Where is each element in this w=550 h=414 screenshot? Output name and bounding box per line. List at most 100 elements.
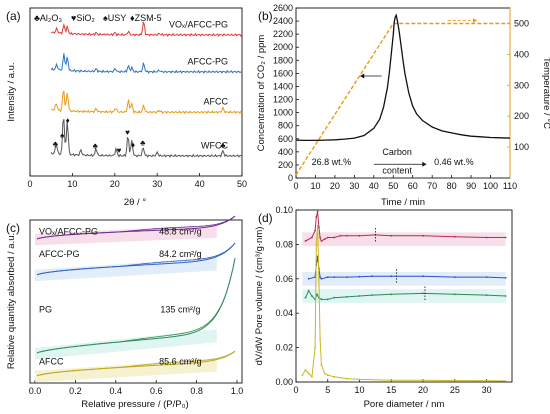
panel-b-y-tick-label: 600 bbox=[278, 134, 293, 144]
panel-d-series-point bbox=[390, 234, 393, 237]
panel-d-series-point bbox=[320, 363, 323, 366]
panel-b-y-tick-label: 800 bbox=[278, 121, 293, 131]
panel-b-y-tick-label: 1600 bbox=[273, 68, 293, 78]
panel-d-series-point bbox=[422, 292, 424, 295]
panel-d-x-tick-label: 30 bbox=[482, 385, 492, 395]
panel-d-y-tick-label: 0.10 bbox=[275, 205, 293, 215]
panel-c-desorption-line bbox=[36, 258, 236, 354]
panel-d-series-point bbox=[323, 372, 326, 375]
panel-b-x-tick-label: 50 bbox=[388, 181, 398, 191]
panel-d: (d) 0 5 10 15 20 25 30 0.00 0.02 0.04 0.06 0.08 0.10… bbox=[254, 205, 513, 410]
panel-d-series-point bbox=[453, 276, 456, 278]
panel-d-series-point bbox=[453, 293, 456, 296]
panel-b-x-tick-label: 60 bbox=[408, 181, 418, 191]
panel-d-series-point bbox=[358, 275, 361, 278]
panel-a-label: (a) bbox=[6, 9, 21, 23]
panel-d-series-point bbox=[304, 296, 307, 299]
panel-a-legend: ♣Al₂O₃ ♥SiO₂ ♠USY ♦ZSM-5 bbox=[34, 13, 162, 23]
panel-a-series-line bbox=[50, 53, 243, 74]
panel-b-co2-line bbox=[295, 13, 511, 142]
panel-b-x-tick-label: 10 bbox=[310, 181, 320, 191]
panel-b-arrowhead-left bbox=[360, 73, 365, 79]
panel-a-x-tick-label: 10 bbox=[67, 179, 77, 189]
panel-a-series-line bbox=[50, 119, 242, 158]
panel-b-annotations: 26.8 wt.% Carbon content 0.46 wt.% bbox=[312, 17, 477, 175]
panel-c-series: VOₓ/AFCC-PG 48.8 cm²/g AFCC-PG 84.2 cm²/g PG… bbox=[35, 215, 236, 383]
panel-a-x-tick-label: 20 bbox=[110, 179, 120, 189]
panel-a-series-line bbox=[50, 90, 243, 115]
panel-b-y-tick-label: 2200 bbox=[273, 29, 293, 39]
panel-c-y-label: Relative quantity absorbed / a.u. bbox=[6, 233, 17, 369]
panel-d-series-point bbox=[311, 375, 313, 378]
panel-d-series-point bbox=[358, 234, 361, 237]
panel-d-series-point bbox=[326, 236, 329, 239]
panel-d-series-point bbox=[316, 210, 319, 213]
panel-c-series-label: PG bbox=[39, 305, 52, 315]
panel-d-series-point bbox=[485, 294, 488, 296]
panel-c-frame bbox=[29, 219, 243, 384]
panel-a-x-label: 2θ / ° bbox=[124, 197, 146, 208]
panel-d-series-point bbox=[333, 375, 335, 378]
panel-b-carbon-arrowhead bbox=[422, 161, 427, 167]
panel-a-series-label: VOₓ/AFCC-PG bbox=[169, 19, 228, 29]
panel-b-y-label: Concentration of CO₂ / ppm bbox=[256, 35, 267, 152]
panel-d-series-band bbox=[302, 289, 506, 303]
panel-d-series-point bbox=[504, 277, 507, 279]
panel-b-carbon-word: Carbon bbox=[382, 147, 412, 157]
panel-d-x-tick-label: 0 bbox=[293, 385, 298, 395]
panel-a-series-label: AFCC-PG bbox=[188, 56, 229, 66]
panel-b-y2-tick-label: 200 bbox=[514, 111, 529, 121]
panel-a-phase-marker: ♣ bbox=[140, 138, 146, 147]
panel-d-series-point bbox=[358, 378, 361, 381]
panel-b-x-tick-label: 70 bbox=[427, 181, 437, 191]
panel-d-series-point bbox=[320, 298, 323, 301]
panel-b-x-tick-label: 90 bbox=[466, 181, 476, 191]
panel-b-y-tick-label: 1400 bbox=[273, 81, 293, 91]
panel-b-x-tick-label: 40 bbox=[369, 181, 379, 191]
panel-b-y2-tick-label: 400 bbox=[514, 49, 529, 59]
panel-b-y-tick-label: 200 bbox=[278, 160, 293, 170]
panel-d-series-point bbox=[371, 275, 374, 278]
panel-d-series-point bbox=[485, 236, 488, 239]
panel-d-series-point bbox=[307, 277, 310, 280]
panel-d-x-tick-label: 5 bbox=[325, 385, 330, 395]
panel-d-axes: 0 5 10 15 20 25 30 0.00 0.02 0.04 0.06 0.08 0.10 bbox=[275, 205, 491, 395]
panel-d-y-tick-label: 0.00 bbox=[275, 377, 293, 387]
panel-d-series-band bbox=[302, 232, 506, 247]
panel-a-phase-marker: ♥ bbox=[117, 146, 122, 155]
panel-d-series-point bbox=[307, 372, 310, 375]
panel-c-series-label: AFCC bbox=[39, 357, 64, 367]
panel-d-series-point bbox=[318, 277, 320, 280]
panel-d-series-point bbox=[422, 379, 424, 382]
panel-d-series-point bbox=[345, 276, 348, 278]
panel-d-series-point bbox=[422, 275, 424, 278]
panel-a-phase-marker: ♦ bbox=[66, 116, 70, 125]
panel-c-x-tick-label: 0.6 bbox=[150, 386, 163, 396]
panel-d-series-point bbox=[333, 236, 335, 239]
panel-d-series-point bbox=[323, 238, 326, 241]
panel-b: (b) 0 10 20 30 40 50 60 70 80 90 100 110 0 200 400 600 8… bbox=[256, 3, 550, 208]
panel-d-y-label: dV/dW Pore volume / (cm³/g·nm) bbox=[254, 227, 265, 366]
panel-d-series-point bbox=[333, 296, 335, 299]
panel-c-surface-area: 135 cm²/g bbox=[160, 305, 200, 315]
panel-b-x-tick-label: 80 bbox=[447, 181, 457, 191]
panel-a-x-tick-label: 30 bbox=[152, 179, 162, 189]
panel-a-legend-entry: ♠USY bbox=[103, 13, 126, 23]
panel-c-x-tick-label: 1.0 bbox=[231, 386, 244, 396]
panel-c-x-tick-label: 0.2 bbox=[69, 386, 82, 396]
panel-d-series-point bbox=[301, 374, 304, 376]
panel-a-x-ticks: 0 10 20 30 40 50 bbox=[27, 173, 247, 189]
panel-b-x-tick-label: 0 bbox=[293, 181, 298, 191]
panel-b-y-tick-label: 1200 bbox=[273, 95, 293, 105]
panel-a-series-label: WFCC bbox=[201, 140, 228, 150]
panel-b-y2-tick-label: 300 bbox=[514, 80, 529, 90]
panel-d-series-point bbox=[311, 236, 313, 239]
panel-d-series-point bbox=[315, 216, 318, 218]
panel-d-y-tick-label: 0.04 bbox=[275, 308, 293, 318]
panel-c-label: (c) bbox=[6, 221, 20, 235]
panel-d-y-tick-label: 0.06 bbox=[275, 274, 293, 284]
panel-d-x-tick-label: 25 bbox=[450, 385, 460, 395]
panel-d-series-point bbox=[504, 380, 507, 382]
panel-b-end-carbon: 0.46 wt.% bbox=[434, 157, 474, 167]
